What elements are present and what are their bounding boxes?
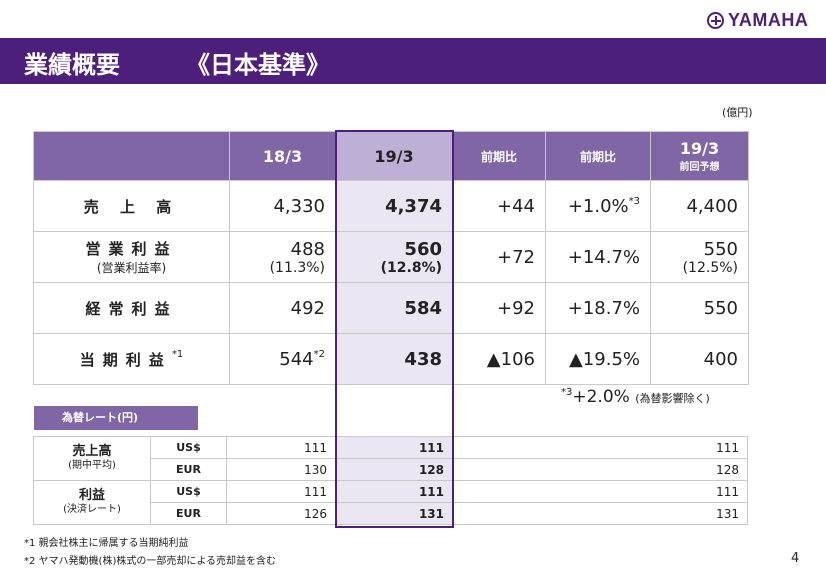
fx-19-3: 131: [335, 502, 453, 525]
cell-value: 544: [279, 348, 314, 370]
cell-value: 488: [290, 238, 325, 260]
cell-yoy-pct: +18.7%: [545, 282, 651, 334]
cell-forecast: 550 (12.5%): [650, 231, 749, 283]
cell-19-3: 584: [335, 282, 453, 334]
fx-row: 売上高 (期中平均) US$ 111 111 111: [33, 436, 748, 481]
fx-forecast: 128: [452, 458, 748, 481]
fx-currency: EUR: [150, 458, 227, 481]
cell-value: 560: [404, 238, 442, 260]
fx-forecast: 131: [452, 502, 748, 525]
row-net-income: 当期利益*1 544*2 438 ▲106 ▲19.5% 400: [33, 333, 749, 385]
fx-rate-title: 為替レート(円): [34, 406, 198, 430]
fx-group-sub: (期中平均): [68, 459, 116, 471]
page-number: 4: [791, 551, 800, 566]
cell-yoy: +72: [452, 231, 546, 283]
col-header-forecast-sub: 前回予想: [679, 162, 720, 173]
cell-19-3: 438: [335, 333, 453, 385]
fx-forecast: 111: [452, 436, 748, 459]
cell-18-3: 544*2: [229, 333, 336, 385]
title-bar: [0, 38, 826, 84]
row-label-sub: (営業利益率): [96, 261, 167, 275]
row-label-text: 当期利益: [79, 350, 172, 369]
cell-yoy-pct: +1.0%*3: [545, 180, 651, 232]
cell-yoy: +44: [452, 180, 546, 232]
fx-19-3: 128: [335, 458, 453, 481]
col-header-forecast-label: 19/3: [679, 139, 720, 158]
fx-rate-table: 売上高 (期中平均) US$ 111 111 111 EUR 130 128 1…: [33, 436, 748, 525]
cell-19-3: 4,374: [335, 180, 453, 232]
cell-ratio: (11.3%): [269, 259, 325, 276]
fx-group-label: 売上高: [72, 443, 112, 459]
page-title: 業績概要: [24, 51, 120, 79]
fx-currency: US$: [150, 436, 227, 459]
footnote-mark-1: *1: [171, 348, 184, 360]
cell-forecast: 400: [650, 333, 749, 385]
cell-forecast: 550: [650, 282, 749, 334]
footnote-mark-3: *3: [628, 195, 640, 207]
fx-18-3: 130: [226, 458, 336, 481]
fx-group-sales: 売上高 (期中平均): [33, 436, 151, 481]
cell-forecast: 4,400: [650, 180, 749, 232]
fx-18-3: 111: [226, 436, 336, 459]
row-label-text: 営業利益: [85, 240, 178, 258]
fx-row: 利益 (決済レート) US$ 111 111 111: [33, 480, 748, 525]
fx-19-3: 111: [335, 436, 453, 459]
page-subtitle: 《日本基準》: [186, 51, 330, 79]
col-header-forecast: 19/3 前回予想: [650, 131, 749, 181]
fx-group-profit: 利益 (決済レート): [33, 480, 151, 525]
fx-forecast: 111: [452, 480, 748, 503]
cell-18-3: 492: [229, 282, 336, 334]
fx-impact-note: *3+2.0% (為替影響除く): [561, 387, 710, 407]
col-header-18-3: 18/3: [229, 131, 336, 181]
row-ordinary-income: 経常利益 492 584 +92 +18.7% 550: [33, 282, 749, 334]
cell-yoy-pct: ▲19.5%: [545, 333, 651, 385]
row-label: 当期利益*1: [33, 333, 230, 385]
results-table: 18/3 19/3 前期比 前期比 19/3 前回予想 売 上 高 4,330 …: [33, 131, 749, 385]
col-header-19-3: 19/3: [335, 131, 453, 181]
cell-yoy: +92: [452, 282, 546, 334]
row-operating-income: 営業利益 (営業利益率) 488 (11.3%) 560 (12.8%) +72…: [33, 231, 749, 283]
fx-impact-value: +2.0%: [572, 387, 630, 407]
fx-group-label: 利益: [78, 487, 105, 503]
footnote-mark-2: *2: [313, 348, 325, 360]
fx-19-3: 111: [335, 480, 453, 503]
brand-name: YAMAHA: [728, 10, 809, 30]
tuning-fork-icon: [707, 12, 724, 29]
col-header-yoy: 前期比: [452, 131, 546, 181]
cell-18-3: 488 (11.3%): [229, 231, 336, 283]
row-label: 売 上 高: [33, 180, 230, 232]
fx-18-3: 126: [226, 502, 336, 525]
footnote-1: *1 親会社株主に帰属する当期純利益: [24, 538, 189, 549]
cell-ratio: (12.5%): [682, 259, 738, 276]
fx-18-3: 111: [226, 480, 336, 503]
fx-currency: US$: [150, 480, 227, 503]
cell-value: 550: [703, 238, 738, 260]
fx-currency: EUR: [150, 502, 227, 525]
fx-group-sub: (決済レート): [63, 503, 121, 515]
yamaha-logo: YAMAHA: [707, 10, 808, 31]
cell-yoy-pct: +14.7%: [545, 231, 651, 283]
row-label: 経常利益: [33, 282, 230, 334]
header-corner: [33, 131, 230, 181]
results-header-row: 18/3 19/3 前期比 前期比 19/3 前回予想: [33, 131, 749, 181]
cell-yoy: ▲106: [452, 333, 546, 385]
cell-ratio: (12.8%): [380, 259, 442, 276]
yoy-pct-value: +1.0%: [567, 195, 629, 217]
row-label: 営業利益 (営業利益率): [33, 231, 230, 283]
row-net-sales: 売 上 高 4,330 4,374 +44 +1.0%*3 4,400: [33, 180, 749, 232]
footnote-mark-3: *3: [561, 387, 573, 398]
cell-18-3: 4,330: [229, 180, 336, 232]
footnote-2: *2 ヤマハ発動機(株)株式の一部売却による売却益を含む: [24, 556, 277, 567]
fx-row: EUR 126 131 131: [34, 502, 748, 525]
unit-note: (億円): [722, 106, 753, 119]
cell-19-3: 560 (12.8%): [335, 231, 453, 283]
col-header-yoy-pct: 前期比: [545, 131, 651, 181]
fx-impact-text: (為替影響除く): [635, 392, 710, 405]
